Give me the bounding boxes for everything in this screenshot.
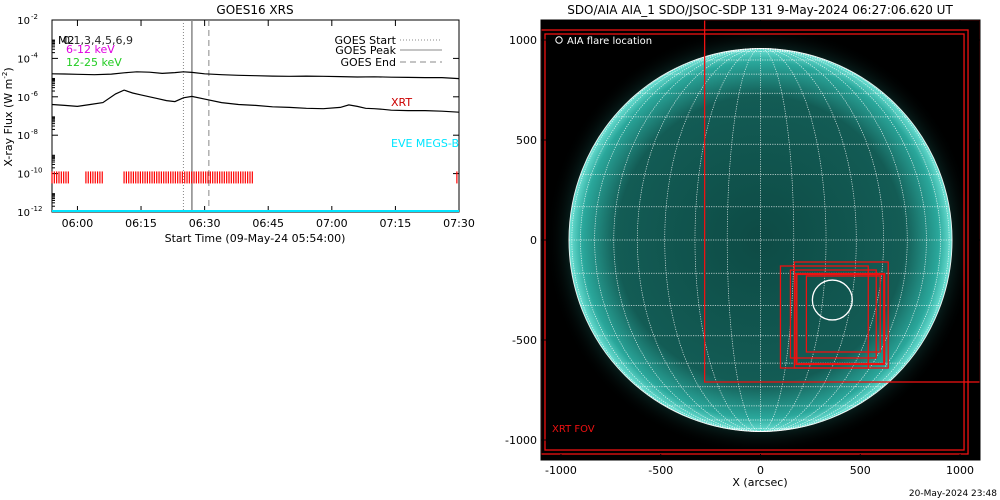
heliographic-grid [568,47,953,433]
goes-y-tick-exponent: -8 [31,128,38,136]
goes-legend-12-25kev: 12-25 keV [66,56,122,69]
xrt-fov-box [544,33,965,451]
goes-y-tick-label: 10 [17,208,30,219]
goes-y-tick-label: 10 [17,131,30,142]
goes-x-tick-label: 06:15 [125,217,157,230]
longitude-line [594,48,761,432]
goes-y-tick-label: 10 [17,16,30,27]
goes-x-axis-label: Start Time (09-May-24 05:54:00) [165,232,346,245]
longitude-line [637,48,761,432]
eve-series-label: EVE MEGS-B [391,137,459,150]
aia-y-tick-label: -1000 [505,434,537,447]
longitude-line [571,48,761,432]
xrt-observation-marks [51,171,458,184]
goes-legend-m2: M2 [58,34,75,47]
goes-legend-channels: 0.1,3,4,5,6,9 [63,34,133,47]
goes-x-axis: 06:00 06:15 06:30 06:45 07:00 07:15 07:30 [62,20,475,230]
xrt-fov-box [789,269,877,359]
goes-y-tick-label: 10 [17,93,30,104]
aia-x-axis: -1000 -500 0 500 1000 [545,20,974,477]
aia-chart-title: SDO/AIA AIA_1 SDO/JSOC-SDP 131 9-May-202… [567,3,953,17]
goes-long-channel-line [51,71,460,80]
xrt-fov-box [779,265,869,369]
xrt-fov-boxes [541,20,980,455]
aia-y-tick-label: 500 [516,134,537,147]
longitude-line [760,48,927,432]
aia-image-chart: SDO/AIA AIA_1 SDO/JSOC-SDP 131 9-May-202… [505,3,981,489]
xrt-fov-box [541,29,969,455]
longitude-line [760,48,795,432]
goes-x-tick-label: 06:45 [252,217,284,230]
goes-y-tick-label: 10 [17,170,30,181]
longitude-line [694,48,761,432]
goes-x-tick-label: 07:15 [380,217,412,230]
goes-y-tick-exponent: -4 [31,51,39,59]
goes-legend-peak: GOES Peak [335,44,396,57]
footer-timestamp: 20-May-2024 23:48 [909,489,997,499]
goes-flux-series [51,71,460,113]
aia-x-tick-label: 0 [757,464,764,477]
goes-y-tick-exponent: -6 [31,90,39,98]
longitude-line [760,48,827,432]
aia-legend-text: AIA flare location [567,36,652,47]
goes-x-tick-label: 07:00 [316,217,348,230]
xrt-fov-box [795,272,886,366]
longitude-line [664,48,761,432]
goes-chart-title: GOES16 XRS [216,3,293,17]
longitude-line [613,48,761,432]
xrt-fov-label: XRT FOV [552,424,595,435]
longitude-line [760,48,950,432]
solar-disk [568,48,953,432]
goes-legend-6-12kev: 6-12 keV [66,43,115,56]
longitude-line [580,48,761,432]
aia-y-tick-label: 0 [530,234,537,247]
longitude-line [760,48,857,432]
goes-y-axis-label: X-ray Flux (W m-2) [1,67,15,166]
longitude-line [726,48,761,432]
goes-y-tick-exponent: -2 [31,13,38,21]
aia-x-tick-label: -1000 [545,464,577,477]
aia-x-tick-label: 1000 [946,464,974,477]
longitude-line [760,48,941,432]
goes-x-tick-label: 06:00 [62,217,94,230]
goes-y-tick-label: 10 [17,54,30,65]
solar-limb [568,47,953,433]
aia-y-axis: 1000 500 0 -500 -1000 [505,34,980,447]
goes-legend-end: GOES End [340,56,396,69]
aia-y-tick-label: 1000 [509,34,537,47]
aia-y-tick-label: -500 [512,334,537,347]
xrt-fov-box [703,20,980,383]
aia-x-axis-label: X (arcsec) [732,476,787,489]
goes-x-tick-label: 06:30 [189,217,221,230]
xrt-series-label: XRT [391,96,412,109]
longitude-line [760,48,884,432]
xrt-fov-box [805,275,881,353]
goes-short-channel-line [51,89,460,113]
aia-x-tick-label: -500 [648,464,673,477]
goes-x-tick-label: 07:30 [443,217,475,230]
aia-x-tick-label: 500 [850,464,871,477]
goes-y-tick-exponent: -10 [31,167,42,175]
longitude-line [760,48,908,432]
goes-y-tick-exponent: -12 [31,205,42,213]
aia-flare-location-circle [811,279,853,321]
goes-legend-start: GOES Start [335,34,397,47]
aia-legend-circle-icon [555,36,563,44]
